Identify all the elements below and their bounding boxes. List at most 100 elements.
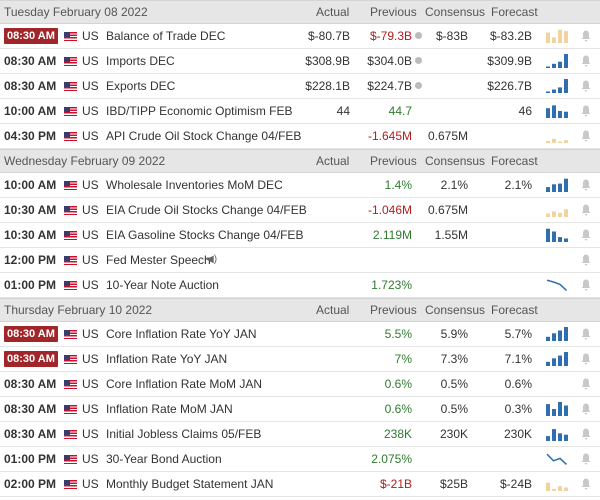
mini-chart[interactable]: [545, 278, 569, 292]
mini-chart-bar: [558, 87, 562, 93]
mini-chart-bar: [552, 184, 556, 192]
mini-chart-bar: [564, 178, 568, 192]
day-header: Wednesday February 09 2022 Actual Previous…: [0, 149, 600, 173]
event-row[interactable]: 12:00 PM US Fed Mester Speech ◀): [0, 248, 600, 273]
bell-icon[interactable]: [581, 80, 591, 92]
event-name[interactable]: Core Inflation Rate YoY JAN: [106, 327, 257, 341]
previous-value: 0.6%: [384, 377, 412, 391]
bell-icon[interactable]: [581, 428, 591, 440]
us-flag-icon: [64, 181, 77, 190]
mini-chart[interactable]: [545, 352, 569, 366]
previous-value: $224.7B: [367, 79, 412, 93]
event-name[interactable]: Initial Jobless Claims 05/FEB: [106, 427, 262, 441]
bell-icon[interactable]: [581, 105, 591, 117]
event-name[interactable]: 10-Year Note Auction: [106, 278, 219, 292]
bell-icon[interactable]: [581, 378, 591, 390]
mini-chart[interactable]: [545, 104, 569, 118]
mini-chart[interactable]: [545, 228, 569, 242]
bell-icon[interactable]: [581, 229, 591, 241]
mini-chart[interactable]: [545, 54, 569, 68]
mini-chart[interactable]: [545, 203, 569, 217]
mini-chart-bar: [558, 355, 562, 366]
bell-icon[interactable]: [581, 353, 591, 365]
event-consensus: 1.55M: [434, 228, 468, 242]
bell-icon[interactable]: [581, 328, 591, 340]
us-flag-icon: [64, 480, 77, 489]
event-country: US: [82, 427, 99, 441]
event-name[interactable]: Fed Mester Speech: [106, 253, 211, 267]
bell-icon[interactable]: [581, 403, 591, 415]
event-row[interactable]: 10:00 AM US Wholesale Inventories MoM DEC 1…: [0, 173, 600, 198]
revised-icon: [415, 57, 422, 65]
event-name[interactable]: 30-Year Bond Auction: [106, 452, 222, 466]
event-country: US: [82, 129, 99, 143]
event-country: US: [82, 477, 99, 491]
us-flag-icon: [64, 281, 77, 290]
mini-chart-bar: [564, 54, 568, 68]
us-flag-icon: [64, 32, 77, 41]
event-row[interactable]: 01:00 PM US 10-Year Note Auction 1.723%: [0, 273, 600, 298]
event-row[interactable]: 08:30 AM US Core Inflation Rate YoY JAN 5.5…: [0, 322, 600, 347]
mini-chart-bar: [546, 361, 550, 366]
column-header-actual: Actual: [316, 154, 350, 168]
mini-chart[interactable]: [545, 452, 569, 466]
event-time: 12:00 PM: [4, 253, 57, 267]
us-flag-icon: [64, 107, 77, 116]
event-row[interactable]: 01:00 PM US 30-Year Bond Auction 2.075%: [0, 447, 600, 472]
event-row[interactable]: 10:30 AM US EIA Crude Oil Stocks Change 04…: [0, 198, 600, 223]
mini-chart[interactable]: [545, 29, 569, 43]
event-row[interactable]: 08:30 AM US Initial Jobless Claims 05/FEB 2…: [0, 422, 600, 447]
previous-value: 44.7: [388, 104, 412, 118]
mini-chart[interactable]: [545, 178, 569, 192]
event-row[interactable]: 08:30 AM US Inflation Rate YoY JAN 7% 7.3% 7.…: [0, 347, 600, 372]
event-name[interactable]: Wholesale Inventories MoM DEC: [106, 178, 283, 192]
event-consensus: 7.3%: [440, 352, 468, 366]
event-forecast: 230K: [503, 427, 532, 441]
event-name[interactable]: Inflation Rate YoY JAN: [106, 352, 228, 366]
event-row[interactable]: 08:30 AM US Exports DEC $228.1B $224.7B $226.…: [0, 74, 600, 99]
event-row[interactable]: 10:00 AM US IBD/TIPP Economic Optimism FEB…: [0, 99, 600, 124]
event-name[interactable]: Balance of Trade DEC: [106, 29, 226, 43]
event-row[interactable]: 10:30 AM US EIA Gasoline Stocks Change 04/…: [0, 223, 600, 248]
mini-chart[interactable]: [545, 477, 569, 491]
us-flag-icon: [64, 132, 77, 141]
mini-chart[interactable]: [545, 402, 569, 416]
event-name[interactable]: Imports DEC: [106, 54, 175, 68]
event-name[interactable]: EIA Crude Oil Stocks Change 04/FEB: [106, 203, 307, 217]
event-name[interactable]: IBD/TIPP Economic Optimism FEB: [106, 104, 293, 118]
mini-chart-bar: [546, 482, 550, 491]
event-row[interactable]: 02:00 PM US Monthly Budget Statement JAN $-…: [0, 472, 600, 497]
bell-icon[interactable]: [581, 55, 591, 67]
revised-icon: [415, 32, 422, 40]
event-row[interactable]: 04:30 PM US API Crude Oil Stock Change 04/…: [0, 124, 600, 149]
us-flag-icon: [64, 82, 77, 91]
mini-chart[interactable]: [545, 327, 569, 341]
bell-icon[interactable]: [581, 478, 591, 490]
mini-chart[interactable]: [545, 427, 569, 441]
event-previous: $224.7B: [367, 74, 422, 98]
event-name[interactable]: API Crude Oil Stock Change 04/FEB: [106, 129, 302, 143]
bell-icon[interactable]: [581, 254, 591, 266]
event-name[interactable]: Core Inflation Rate MoM JAN: [106, 377, 263, 391]
bell-icon[interactable]: [581, 204, 591, 216]
day-header: Tuesday February 08 2022 Actual Previous Co…: [0, 0, 600, 24]
bell-icon[interactable]: [581, 453, 591, 465]
event-row[interactable]: 08:30 AM US Inflation Rate MoM JAN 0.6% 0.5%…: [0, 397, 600, 422]
mini-chart[interactable]: [545, 79, 569, 93]
bell-icon[interactable]: [581, 130, 591, 142]
event-name[interactable]: EIA Gasoline Stocks Change 04/FEB: [106, 228, 304, 242]
mini-chart-bar: [558, 29, 562, 43]
event-name[interactable]: Monthly Budget Statement JAN: [106, 477, 274, 491]
mini-chart[interactable]: [545, 129, 569, 143]
bell-icon[interactable]: [581, 30, 591, 42]
bell-icon[interactable]: [581, 179, 591, 191]
event-name[interactable]: Inflation Rate MoM JAN: [106, 402, 233, 416]
event-row[interactable]: 08:30 AM US Imports DEC $308.9B $304.0B $309.…: [0, 49, 600, 74]
mini-chart-bar: [546, 404, 550, 416]
bell-icon[interactable]: [581, 279, 591, 291]
mini-chart-bar: [564, 405, 568, 416]
event-name[interactable]: Exports DEC: [106, 79, 176, 93]
event-row[interactable]: 08:30 AM US Core Inflation Rate MoM JAN 0.6…: [0, 372, 600, 397]
event-row[interactable]: 08:30 AM US Balance of Trade DEC $-80.7B $-7…: [0, 24, 600, 49]
event-previous: 44.7: [389, 99, 412, 123]
